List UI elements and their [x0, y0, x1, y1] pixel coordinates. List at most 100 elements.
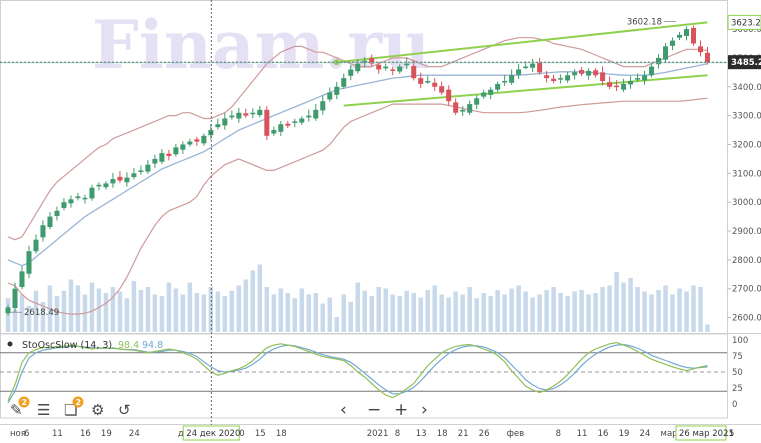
volume-bar	[474, 298, 479, 332]
candle	[285, 120, 291, 129]
volume-bar	[89, 282, 95, 332]
volume-bar	[502, 294, 507, 332]
candle	[82, 194, 88, 204]
oscillator-k-value: 98.4	[118, 340, 139, 351]
volume-bar	[33, 290, 39, 332]
chevron-left-icon[interactable]: ‹	[340, 400, 347, 420]
watermark: Finam.ru	[92, 6, 430, 84]
volume-bar	[418, 297, 423, 332]
undo-icon[interactable]: ↺	[118, 401, 131, 419]
settings-sliders-icon[interactable]: ⚙	[91, 401, 104, 419]
time-tick-label: 11	[52, 429, 63, 439]
oscillator-d-value: 94.8	[142, 340, 163, 351]
candle	[453, 98, 459, 116]
volume-bar	[607, 285, 612, 332]
volume-bar	[285, 293, 291, 332]
zoom-in-icon[interactable]: +	[394, 400, 408, 420]
volume-bar	[131, 281, 137, 332]
candle	[257, 105, 263, 118]
crosshair-date-label: 24 дек 2020	[186, 429, 240, 439]
candle	[152, 154, 158, 168]
time-tick-label: 18	[437, 429, 448, 439]
candle	[61, 198, 67, 211]
volume-bar	[383, 288, 388, 332]
last-price-box	[728, 55, 761, 70]
volume-bar	[593, 293, 598, 332]
volume-bar	[509, 288, 514, 332]
volume-bar	[523, 291, 528, 332]
candle	[537, 57, 543, 75]
candle	[572, 69, 578, 80]
candle	[110, 173, 116, 188]
candle	[649, 62, 655, 78]
candle	[40, 220, 46, 242]
chevron-right-icon[interactable]: ›	[421, 400, 428, 420]
price-tick-label: 3000.00	[732, 198, 761, 208]
oscillator-tick-label: 100	[732, 336, 748, 346]
volume-bar	[376, 287, 381, 332]
volume-bar	[243, 279, 249, 332]
volume-bar	[292, 298, 298, 332]
candle	[138, 165, 144, 175]
candle	[586, 68, 592, 80]
candle	[691, 25, 697, 46]
volume-bar	[299, 288, 305, 332]
volume-bar	[467, 287, 472, 332]
candle	[642, 70, 648, 85]
candle	[292, 118, 298, 128]
draw-tool-icon[interactable]: ✎2	[10, 396, 30, 420]
volume-bar	[663, 285, 668, 332]
candle	[656, 54, 662, 69]
time-tick-label: 24	[640, 429, 651, 439]
candle	[614, 80, 620, 92]
candle	[33, 234, 39, 254]
candle	[565, 71, 571, 83]
candle	[425, 75, 431, 84]
zoom-out-icon[interactable]: −	[367, 400, 381, 420]
candle	[621, 78, 627, 92]
candle	[306, 109, 312, 122]
candle	[12, 282, 18, 313]
time-tick-label: 26	[479, 429, 490, 439]
time-tick-label: 21	[458, 429, 469, 439]
time-axis[interactable]: ноя611161924дек71015182021813182126фев81…	[0, 424, 761, 441]
volume-bar	[628, 278, 633, 332]
oscillator-tick-label: 75	[732, 352, 743, 362]
time-tick-label: 19	[619, 429, 630, 439]
indicator-list-icon[interactable]: ☰	[37, 401, 50, 419]
volume-bars	[5, 264, 710, 332]
bb-middle-line	[7, 63, 708, 267]
volume-bar	[635, 287, 640, 332]
volume-bar	[110, 287, 116, 332]
oscillator-axis: 0 25 50 75 100	[732, 336, 748, 410]
volume-bar	[369, 296, 374, 332]
candle	[607, 76, 613, 90]
layers-icon[interactable]: ❏2	[64, 396, 84, 420]
volume-bar	[481, 293, 486, 332]
candle	[313, 104, 319, 121]
candle	[334, 81, 340, 100]
low-annotation: 2618.49	[24, 308, 59, 318]
price-axis[interactable]: 2600.00 2700.00 2800.00 2900.00 3000.00 3100.…	[727, 14, 761, 324]
candle	[131, 168, 137, 180]
candle	[418, 72, 424, 89]
candle	[327, 87, 333, 102]
candle	[684, 26, 690, 41]
volume-bar	[278, 288, 284, 332]
svg-text:2: 2	[76, 398, 82, 407]
volume-bar	[54, 296, 60, 332]
svg-text:↺: ↺	[118, 401, 131, 419]
volume-bar	[537, 294, 542, 332]
candle	[348, 65, 354, 81]
candle	[404, 57, 410, 70]
volume-bar	[432, 285, 437, 332]
candles	[5, 25, 711, 316]
candle	[397, 64, 403, 74]
volume-bar	[215, 291, 221, 332]
candle	[502, 74, 508, 86]
candle	[558, 74, 564, 84]
candle	[509, 69, 515, 86]
volume-bar	[138, 290, 144, 332]
volume-bar	[40, 302, 46, 332]
